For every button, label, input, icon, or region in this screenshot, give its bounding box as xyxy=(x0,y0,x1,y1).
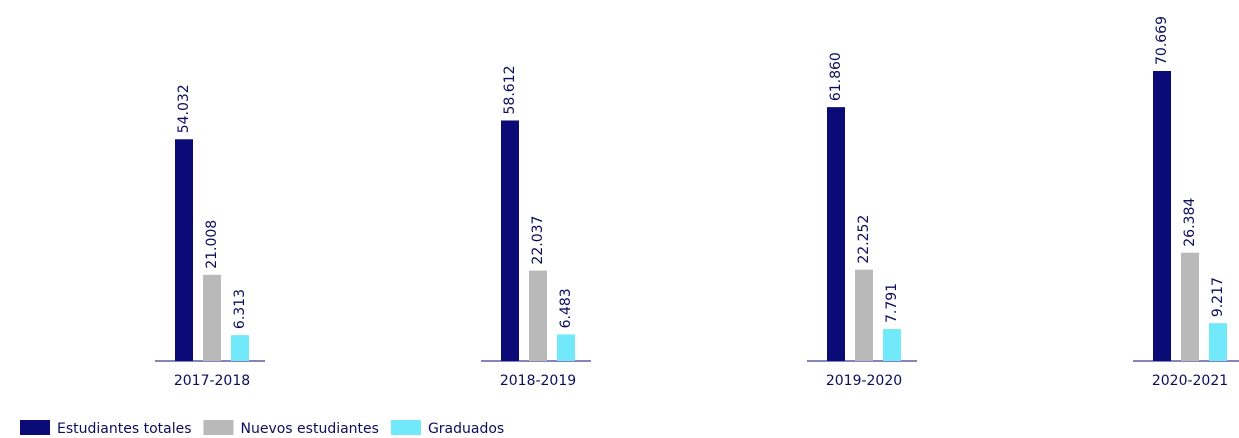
data-label: 9.217 xyxy=(1210,277,1226,317)
data-label: 22.252 xyxy=(856,215,872,264)
data-label: 61.860 xyxy=(828,52,844,101)
legend-swatch xyxy=(20,420,50,435)
data-label: 26.384 xyxy=(1182,198,1198,247)
bar xyxy=(883,329,901,361)
bar xyxy=(529,270,547,361)
x-tick-label: 2017-2018 xyxy=(174,373,250,389)
data-label: 7.791 xyxy=(884,283,900,323)
bar xyxy=(855,269,873,361)
data-label: 22.037 xyxy=(530,216,546,265)
bar xyxy=(175,139,193,361)
legend-label: Nuevos estudiantes xyxy=(241,421,379,437)
bar xyxy=(203,274,221,361)
data-label: 70.669 xyxy=(1154,16,1170,65)
bar xyxy=(1153,71,1171,361)
bar xyxy=(557,334,575,361)
data-label: 21.008 xyxy=(204,220,220,269)
bar xyxy=(1209,323,1227,361)
data-label: 6.313 xyxy=(232,289,248,329)
bar xyxy=(1181,252,1199,361)
legend-label: Estudiantes totales xyxy=(57,421,192,437)
data-label: 54.032 xyxy=(176,84,192,133)
legend-swatch xyxy=(203,420,234,435)
bar xyxy=(501,120,519,361)
bar xyxy=(231,335,249,361)
x-tick-label: 2019-2020 xyxy=(826,373,902,389)
legend-swatch xyxy=(390,420,421,435)
x-tick-label: 2020-2021 xyxy=(1152,373,1228,389)
x-tick-label: 2018-2019 xyxy=(500,373,576,389)
data-label: 6.483 xyxy=(558,288,574,328)
bar xyxy=(827,107,845,361)
legend-label: Graduados xyxy=(428,421,504,437)
data-label: 58.612 xyxy=(502,65,518,114)
